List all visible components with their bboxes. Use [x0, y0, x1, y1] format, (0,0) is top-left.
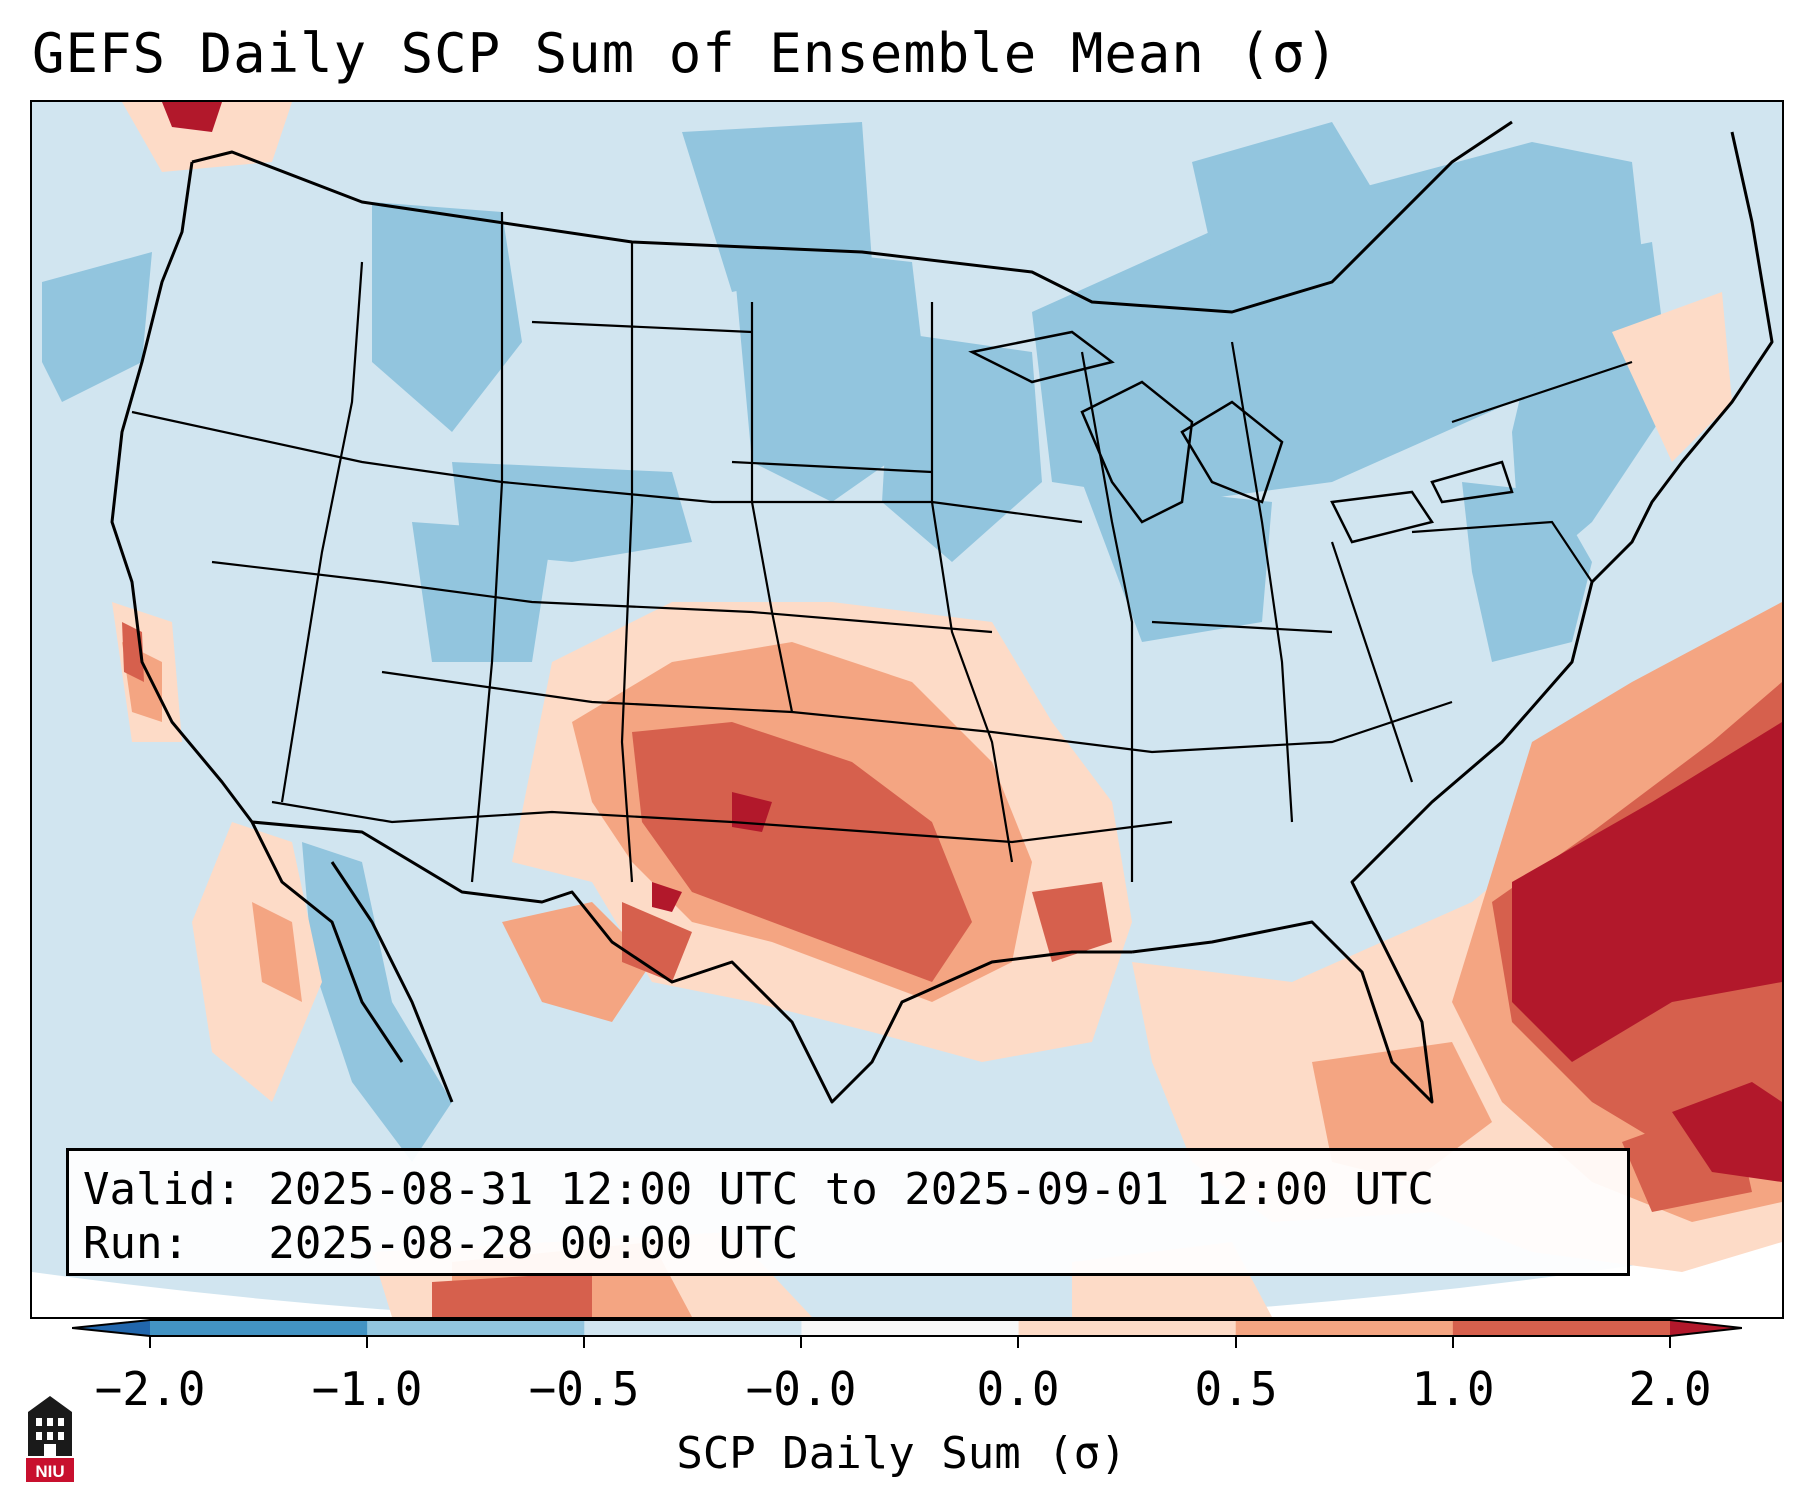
- colorbar-extend-high: [1670, 1320, 1742, 1336]
- run-time-text: Run: 2025-08-28 00:00 UTC: [83, 1218, 799, 1269]
- niu-logo-icon: NIU: [26, 1396, 74, 1482]
- map-panel: [30, 100, 1784, 1319]
- projection-edge: [32, 1242, 1782, 1317]
- east-coastline: [1131, 131, 1774, 1104]
- mexico-border-gulf-coast: [251, 820, 1132, 1104]
- great-lakes: [968, 330, 1514, 544]
- colorbar-segment: [584, 1320, 802, 1336]
- colorbar-label: SCP Daily Sum (σ): [676, 1428, 1127, 1479]
- colorbar-tick-label: −0.5: [528, 1362, 640, 1416]
- colorbar-tick-label: 2.0: [1628, 1362, 1712, 1416]
- colorbar-segment: [1235, 1320, 1454, 1336]
- west-coastline: [110, 161, 404, 1063]
- colorbar-segment: [1452, 1320, 1671, 1336]
- colorbar-segment: [367, 1320, 585, 1336]
- map-canvas: [32, 102, 1782, 1317]
- colorbar-tick-label: 0.5: [1194, 1362, 1278, 1416]
- logo-text: NIU: [35, 1462, 64, 1481]
- country-boundaries: [110, 120, 1774, 1104]
- state-boundaries: [131, 212, 1633, 883]
- colorbar-extend-low: [72, 1320, 150, 1336]
- colorbar-segment: [1018, 1320, 1237, 1336]
- colorbar-segment: [150, 1320, 368, 1336]
- colorbar-tick-label: −0.0: [745, 1362, 857, 1416]
- colorbar-tick-label: −1.0: [311, 1362, 423, 1416]
- colorbar-tick-marks: [149, 1336, 1671, 1348]
- colorbar-tick-label: −2.0: [94, 1362, 206, 1416]
- canada-border: [191, 120, 1513, 314]
- colorbar-segments: [72, 1320, 1742, 1336]
- extreme-positive-regions: [162, 102, 1782, 1182]
- map-title: GEFS Daily SCP Sum of Ensemble Mean (σ): [32, 22, 1339, 85]
- colorbar: [72, 1319, 1742, 1348]
- colorbar-tick-label: 0.0: [976, 1362, 1060, 1416]
- colorbar-tick-label: 1.0: [1411, 1362, 1495, 1416]
- valid-run-info-box: Valid: 2025-08-31 12:00 UTC to 2025-09-0…: [66, 1148, 1630, 1276]
- valid-time-text: Valid: 2025-08-31 12:00 UTC to 2025-09-0…: [83, 1164, 1435, 1215]
- colorbar-segment: [801, 1320, 1020, 1336]
- baja-coast: [330, 861, 454, 1103]
